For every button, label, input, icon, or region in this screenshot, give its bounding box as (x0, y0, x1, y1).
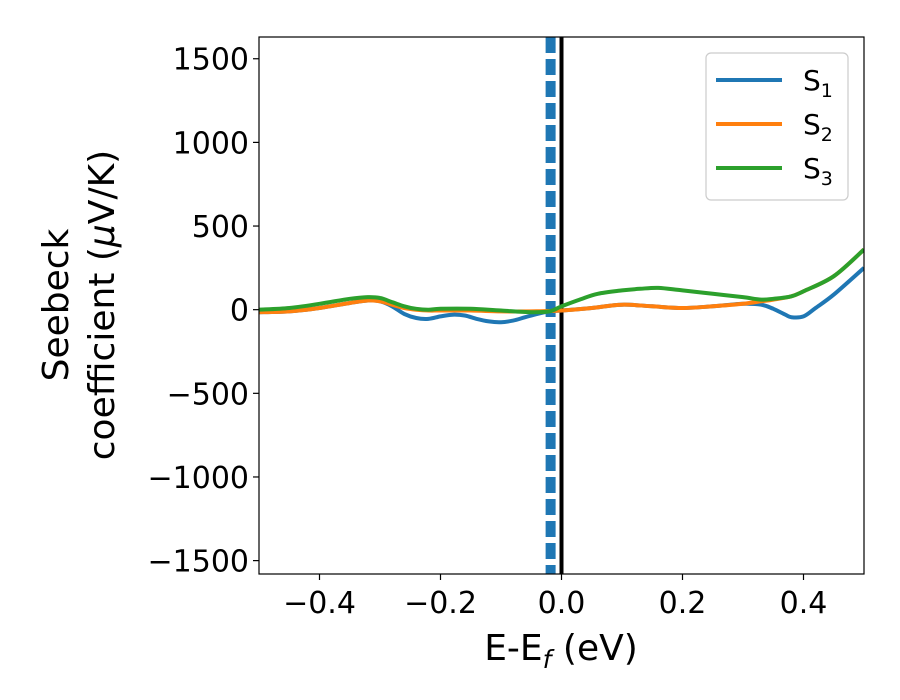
y-axis: −1500 −1000 −500 0 500 1000 1500 (148, 43, 259, 580)
y-tick-label: −1500 (148, 545, 249, 580)
legend-label-2: S2 (803, 108, 833, 146)
legend-label-3: S3 (803, 152, 833, 190)
y-tick-label: −1000 (148, 461, 249, 496)
x-axis-label: E-Ef (eV) (484, 628, 638, 674)
y-tick-label: −500 (167, 377, 249, 412)
y-tick-label: 1000 (173, 126, 249, 161)
y-axis-label: Seebeck coefficient (μV/K) (36, 150, 123, 460)
y-tick-label: 500 (192, 210, 249, 245)
legend: S1 S2 S3 (705, 52, 849, 201)
x-tick-label: −0.4 (283, 586, 356, 621)
x-tick-label: −0.2 (404, 586, 477, 621)
series-line-3 (259, 247, 864, 315)
x-axis: −0.4 −0.2 0.0 0.2 0.4 (283, 574, 827, 621)
y-tick-label: 0 (230, 294, 249, 329)
series-layer (259, 247, 864, 325)
y-axis-label-line1: Seebeck (36, 228, 77, 381)
y-tick-label: 1500 (173, 43, 249, 78)
legend-label-1: S1 (803, 64, 833, 102)
x-tick-label: 0.4 (780, 586, 828, 621)
x-tick-label: 0.2 (659, 586, 707, 621)
x-tick-label: 0.0 (538, 586, 586, 621)
y-axis-label-line2: coefficient (μV/K) (82, 150, 123, 460)
legend-box (705, 52, 849, 201)
